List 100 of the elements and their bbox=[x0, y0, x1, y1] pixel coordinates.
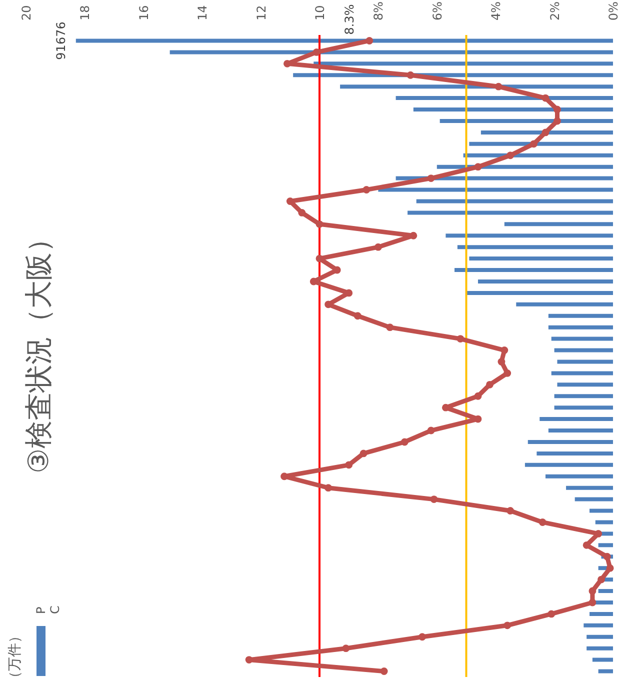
point bbox=[542, 94, 550, 102]
bar bbox=[466, 290, 613, 295]
point bbox=[538, 518, 546, 526]
point bbox=[474, 163, 482, 171]
bar bbox=[586, 634, 613, 639]
bar bbox=[557, 360, 613, 364]
bar bbox=[413, 108, 613, 112]
point bbox=[406, 71, 414, 79]
point bbox=[494, 82, 502, 90]
text: （万件） bbox=[7, 629, 23, 685]
point bbox=[354, 312, 362, 320]
bar bbox=[548, 325, 613, 330]
point bbox=[286, 198, 294, 205]
bar bbox=[536, 451, 613, 456]
data-label: 8.3% bbox=[342, 4, 356, 35]
bar bbox=[590, 508, 613, 513]
bar bbox=[554, 394, 613, 398]
point bbox=[506, 152, 514, 160]
bar bbox=[76, 38, 613, 43]
bar bbox=[584, 623, 613, 628]
bar bbox=[545, 474, 613, 478]
bar bbox=[554, 406, 613, 410]
bar bbox=[551, 336, 613, 341]
point bbox=[548, 610, 556, 618]
point bbox=[345, 461, 353, 469]
bar bbox=[598, 543, 613, 548]
point bbox=[530, 140, 538, 148]
point bbox=[554, 106, 561, 114]
bar bbox=[598, 669, 613, 674]
bar bbox=[557, 382, 613, 387]
point bbox=[362, 186, 370, 194]
point bbox=[312, 48, 320, 56]
point bbox=[245, 656, 253, 664]
x-tick-label: 0% bbox=[606, 1, 620, 20]
bar bbox=[463, 153, 613, 158]
bar bbox=[408, 210, 613, 215]
point bbox=[474, 392, 482, 400]
point bbox=[418, 633, 426, 641]
point bbox=[342, 644, 350, 652]
point bbox=[498, 358, 506, 366]
point bbox=[386, 324, 394, 332]
bar bbox=[478, 279, 613, 284]
point bbox=[504, 622, 512, 630]
point bbox=[554, 117, 561, 125]
bar bbox=[595, 600, 613, 604]
point bbox=[430, 496, 438, 504]
point bbox=[374, 243, 382, 251]
x-tick-label: 20 bbox=[20, 5, 34, 20]
point bbox=[284, 60, 291, 68]
bar bbox=[551, 371, 613, 376]
bar bbox=[480, 130, 613, 134]
bar bbox=[170, 50, 613, 54]
point bbox=[400, 438, 408, 446]
point bbox=[606, 564, 614, 572]
x-tick-label: 18 bbox=[78, 5, 92, 20]
point bbox=[486, 380, 494, 388]
bar bbox=[554, 348, 613, 352]
point bbox=[500, 346, 508, 354]
point bbox=[456, 335, 464, 343]
x-tick-label: 8% bbox=[372, 1, 386, 20]
bar bbox=[590, 612, 613, 616]
x-tick-label: 12 bbox=[254, 5, 268, 20]
bar bbox=[548, 314, 613, 318]
bar bbox=[574, 497, 613, 502]
bar bbox=[396, 96, 613, 100]
bar bbox=[524, 462, 613, 467]
point bbox=[298, 208, 306, 216]
bar bbox=[416, 199, 613, 204]
point bbox=[360, 450, 368, 458]
point bbox=[410, 232, 418, 240]
bar bbox=[504, 222, 613, 226]
point bbox=[504, 369, 512, 377]
bar bbox=[469, 256, 613, 261]
bar bbox=[378, 188, 613, 192]
text: ③検査状況（大阪） bbox=[22, 224, 55, 474]
point bbox=[316, 254, 324, 262]
point bbox=[588, 587, 596, 595]
bar bbox=[314, 62, 613, 66]
text: PC bbox=[34, 606, 62, 614]
bar bbox=[446, 234, 613, 238]
point bbox=[427, 426, 435, 434]
x-tick-label: 16 bbox=[136, 5, 151, 20]
x-tick-label: 10 bbox=[313, 5, 327, 20]
bar bbox=[540, 417, 613, 422]
point bbox=[427, 174, 435, 182]
x-tick-label: 6% bbox=[430, 1, 444, 20]
annotation: 91676 bbox=[54, 22, 68, 60]
bar bbox=[592, 658, 613, 662]
bar bbox=[595, 520, 613, 524]
point bbox=[598, 576, 605, 584]
point bbox=[380, 668, 388, 675]
bar bbox=[528, 440, 613, 444]
bar bbox=[440, 118, 613, 123]
x-tick-label: 4% bbox=[489, 1, 504, 20]
bar bbox=[598, 589, 613, 594]
bar bbox=[586, 646, 613, 650]
bar bbox=[457, 245, 613, 250]
point bbox=[506, 507, 514, 514]
point bbox=[588, 598, 596, 606]
point bbox=[366, 37, 374, 44]
